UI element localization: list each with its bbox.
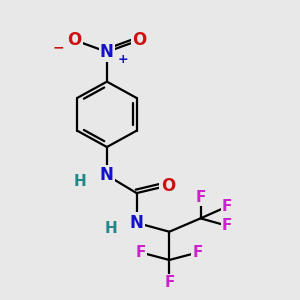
- Text: F: F: [222, 199, 232, 214]
- Text: −: −: [52, 40, 64, 55]
- Text: F: F: [192, 245, 203, 260]
- Text: H: H: [74, 174, 86, 189]
- Text: N: N: [130, 214, 144, 232]
- Text: O: O: [67, 31, 81, 49]
- Text: N: N: [100, 166, 114, 184]
- Text: F: F: [222, 218, 232, 233]
- Text: H: H: [105, 221, 118, 236]
- Text: N: N: [100, 43, 114, 61]
- Text: O: O: [161, 177, 175, 195]
- Text: +: +: [118, 53, 129, 66]
- Text: O: O: [133, 31, 147, 49]
- Text: F: F: [164, 275, 175, 290]
- Text: F: F: [136, 245, 146, 260]
- Text: F: F: [195, 190, 206, 205]
